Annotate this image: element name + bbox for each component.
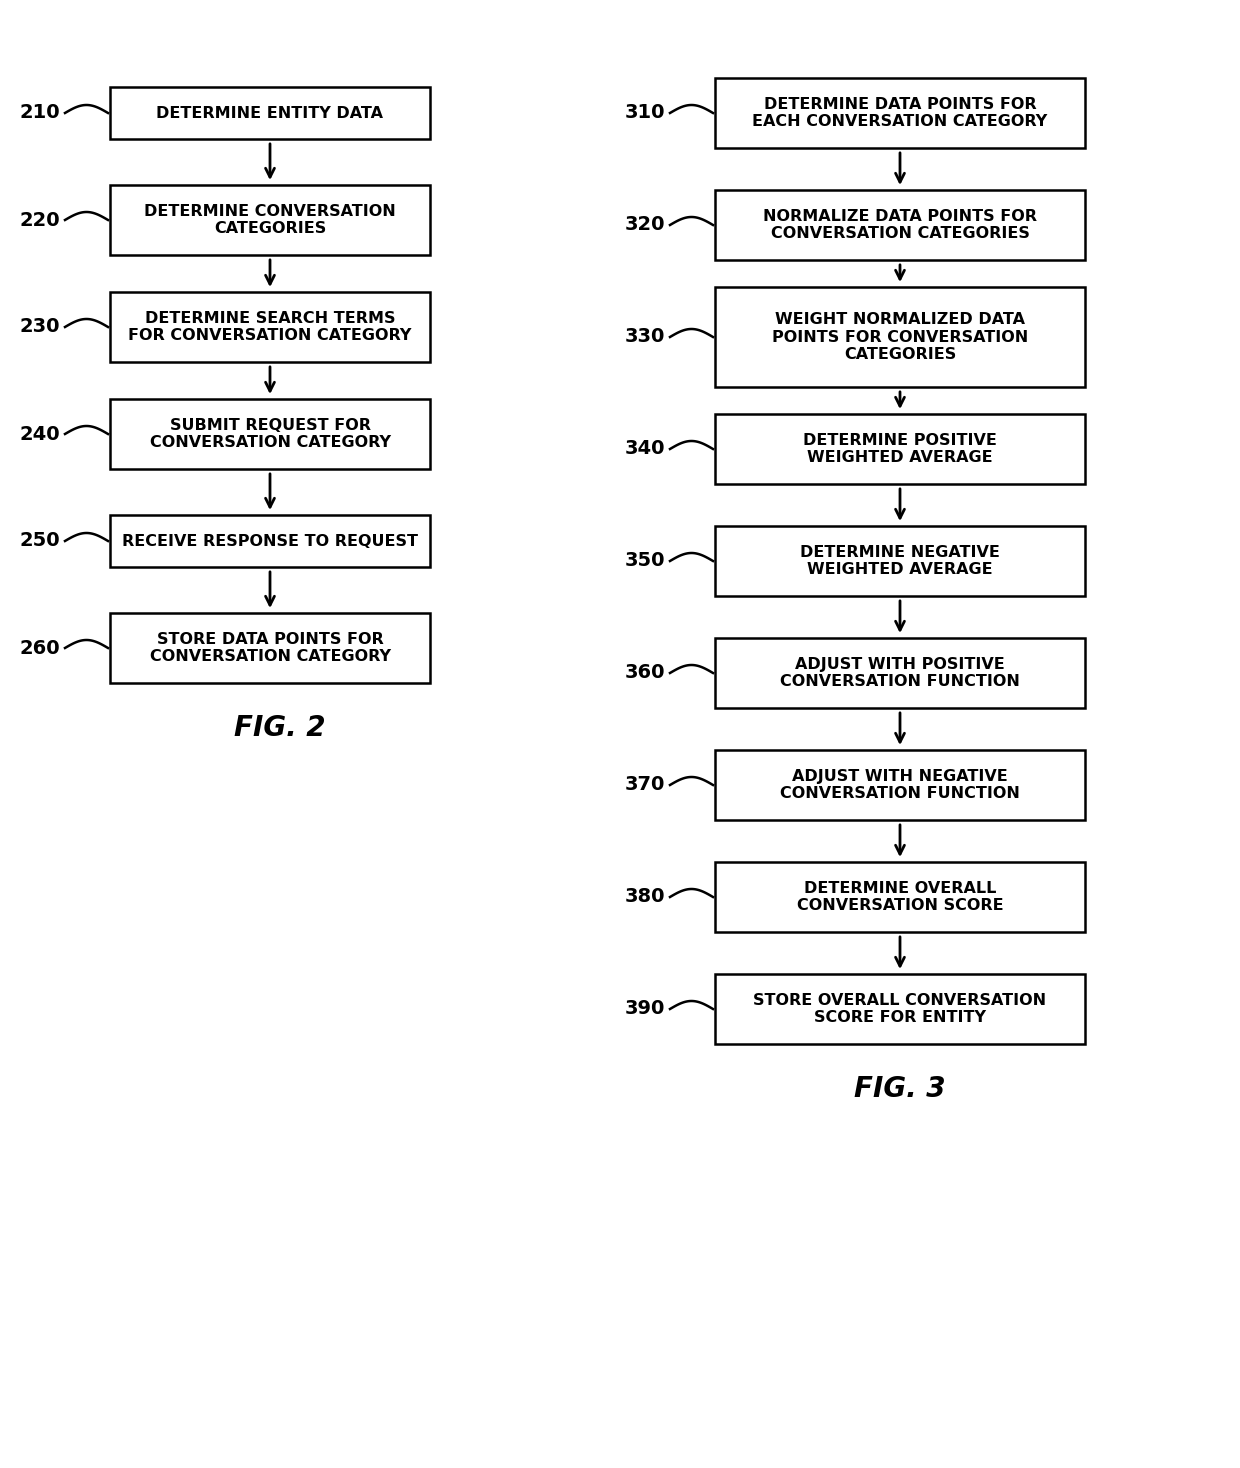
- Bar: [715, 973, 1085, 1044]
- Text: 320: 320: [625, 216, 665, 235]
- Bar: [715, 414, 1085, 484]
- Text: ADJUST WITH NEGATIVE
CONVERSATION FUNCTION: ADJUST WITH NEGATIVE CONVERSATION FUNCTI…: [780, 769, 1021, 802]
- Bar: [715, 526, 1085, 596]
- Bar: [110, 185, 430, 255]
- Bar: [715, 288, 1085, 388]
- Text: FIG. 2: FIG. 2: [234, 713, 326, 741]
- Bar: [715, 78, 1085, 148]
- Bar: [110, 614, 430, 683]
- Text: DETERMINE SEARCH TERMS
FOR CONVERSATION CATEGORY: DETERMINE SEARCH TERMS FOR CONVERSATION …: [128, 311, 412, 344]
- Text: STORE DATA POINTS FOR
CONVERSATION CATEGORY: STORE DATA POINTS FOR CONVERSATION CATEG…: [150, 631, 391, 664]
- Text: DETERMINE CONVERSATION
CATEGORIES: DETERMINE CONVERSATION CATEGORIES: [144, 204, 396, 236]
- Text: WEIGHT NORMALIZED DATA
POINTS FOR CONVERSATION
CATEGORIES: WEIGHT NORMALIZED DATA POINTS FOR CONVER…: [771, 313, 1028, 363]
- Text: DETERMINE NEGATIVE
WEIGHTED AVERAGE: DETERMINE NEGATIVE WEIGHTED AVERAGE: [800, 545, 999, 577]
- Text: SUBMIT REQUEST FOR
CONVERSATION CATEGORY: SUBMIT REQUEST FOR CONVERSATION CATEGORY: [150, 418, 391, 451]
- Text: 230: 230: [20, 317, 60, 336]
- Text: FIG. 3: FIG. 3: [854, 1075, 946, 1102]
- Text: 210: 210: [20, 104, 60, 122]
- Text: NORMALIZE DATA POINTS FOR
CONVERSATION CATEGORIES: NORMALIZE DATA POINTS FOR CONVERSATION C…: [763, 208, 1037, 241]
- Bar: [715, 862, 1085, 932]
- Text: 330: 330: [625, 327, 665, 346]
- Bar: [110, 515, 430, 567]
- Text: RECEIVE RESPONSE TO REQUEST: RECEIVE RESPONSE TO REQUEST: [122, 533, 418, 549]
- Text: 350: 350: [625, 552, 665, 571]
- Text: 380: 380: [625, 888, 665, 907]
- Bar: [715, 750, 1085, 821]
- Text: 220: 220: [20, 210, 60, 229]
- Text: DETERMINE ENTITY DATA: DETERMINE ENTITY DATA: [156, 106, 383, 120]
- Text: 260: 260: [20, 639, 60, 658]
- Text: DETERMINE OVERALL
CONVERSATION SCORE: DETERMINE OVERALL CONVERSATION SCORE: [796, 881, 1003, 913]
- Text: 340: 340: [625, 439, 665, 458]
- Text: 370: 370: [625, 775, 665, 794]
- Text: 250: 250: [20, 531, 60, 550]
- Text: 240: 240: [20, 424, 60, 443]
- Text: 360: 360: [625, 664, 665, 683]
- Text: 310: 310: [625, 104, 665, 122]
- Bar: [715, 639, 1085, 708]
- Text: STORE OVERALL CONVERSATION
SCORE FOR ENTITY: STORE OVERALL CONVERSATION SCORE FOR ENT…: [754, 992, 1047, 1025]
- Text: DETERMINE DATA POINTS FOR
EACH CONVERSATION CATEGORY: DETERMINE DATA POINTS FOR EACH CONVERSAT…: [753, 97, 1048, 129]
- Text: ADJUST WITH POSITIVE
CONVERSATION FUNCTION: ADJUST WITH POSITIVE CONVERSATION FUNCTI…: [780, 656, 1021, 688]
- Text: 390: 390: [625, 1000, 665, 1019]
- Bar: [110, 87, 430, 139]
- Bar: [110, 292, 430, 363]
- Text: DETERMINE POSITIVE
WEIGHTED AVERAGE: DETERMINE POSITIVE WEIGHTED AVERAGE: [804, 433, 997, 465]
- Bar: [110, 399, 430, 468]
- Bar: [715, 189, 1085, 260]
